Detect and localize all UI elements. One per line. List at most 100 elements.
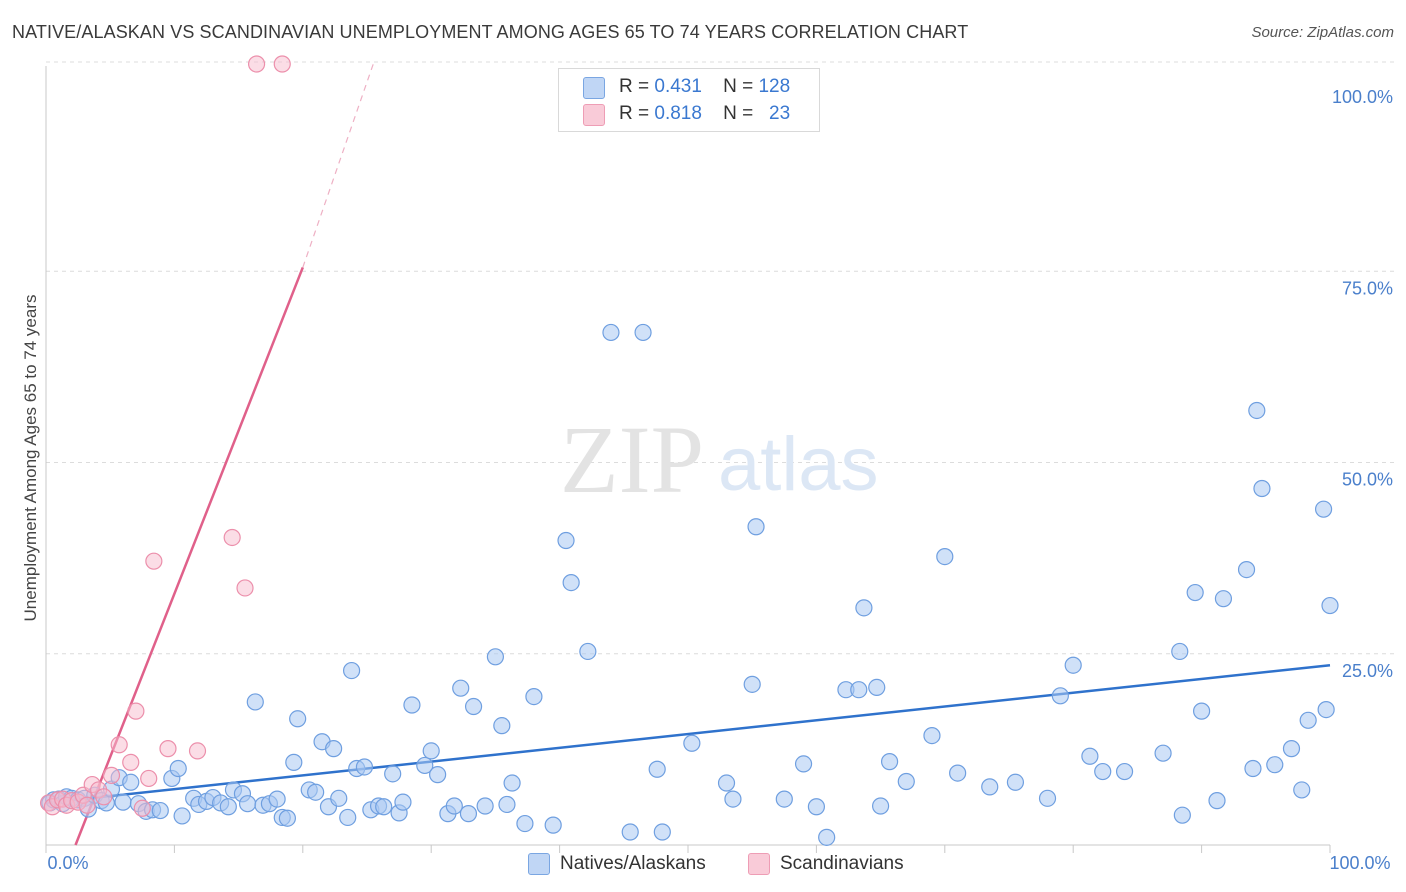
scandinavians-point bbox=[140, 769, 158, 788]
natives-point bbox=[219, 798, 237, 816]
x-tick-labels: 0.0% 100.0% bbox=[47, 853, 1390, 873]
natives-point bbox=[375, 798, 393, 816]
natives-point bbox=[403, 696, 421, 714]
natives-point bbox=[621, 823, 639, 841]
gridlines bbox=[46, 61, 1395, 655]
natives-point bbox=[544, 816, 562, 834]
natives-point bbox=[1208, 792, 1226, 810]
natives-point bbox=[897, 772, 915, 791]
natives-point bbox=[1237, 560, 1256, 579]
natives-point bbox=[818, 828, 836, 846]
natives-point bbox=[683, 734, 701, 752]
natives-point bbox=[1115, 762, 1134, 781]
natives-point bbox=[949, 764, 967, 782]
natives-point bbox=[747, 518, 765, 536]
natives-point bbox=[516, 814, 534, 833]
natives-point bbox=[503, 774, 521, 792]
natives-point bbox=[114, 793, 132, 811]
stats-legend: R = 0.431 N = 128 R = 0.818 N = 23 bbox=[558, 68, 820, 132]
scandinavians-r-value: 0.818 bbox=[654, 103, 702, 124]
natives-point bbox=[634, 323, 652, 342]
natives-point bbox=[1173, 806, 1191, 824]
natives-point bbox=[1314, 500, 1333, 518]
natives-point bbox=[1154, 744, 1172, 762]
source-label: Source: ZipAtlas.com bbox=[1251, 24, 1394, 41]
natives-point bbox=[422, 742, 440, 760]
natives-point bbox=[1006, 773, 1025, 791]
natives-point bbox=[653, 823, 671, 841]
scandinavians-point bbox=[78, 796, 96, 814]
natives-point bbox=[429, 766, 447, 784]
natives-point bbox=[936, 547, 954, 566]
natives-point bbox=[1192, 702, 1211, 720]
scandinavians-point bbox=[188, 742, 207, 760]
y-tick-label: 25.0% bbox=[1342, 661, 1393, 681]
scandinavians-n-label: N = bbox=[723, 103, 754, 124]
watermark-atlas: atlas bbox=[718, 422, 879, 507]
natives-point bbox=[1038, 789, 1057, 807]
natives-point bbox=[794, 755, 813, 773]
natives-point bbox=[602, 323, 620, 342]
scandinavians-point bbox=[223, 528, 241, 547]
natives-point bbox=[493, 717, 511, 735]
scandinavians-point bbox=[236, 579, 254, 597]
natives-point bbox=[355, 758, 374, 776]
watermark-zip: ZIP bbox=[560, 406, 704, 513]
natives-point bbox=[464, 697, 483, 716]
scandinavians-point bbox=[133, 799, 151, 817]
natives-point bbox=[1293, 781, 1311, 799]
natives-point bbox=[743, 675, 761, 693]
natives-point bbox=[307, 783, 325, 801]
natives-point bbox=[981, 778, 999, 796]
natives-point bbox=[278, 809, 296, 827]
scandinavians-points bbox=[39, 55, 291, 817]
natives-point bbox=[1214, 590, 1233, 608]
natives-point bbox=[498, 795, 516, 814]
natives-point bbox=[330, 789, 348, 807]
natives-point bbox=[1051, 687, 1069, 705]
natives-point bbox=[289, 710, 307, 728]
natives-point bbox=[579, 642, 597, 661]
natives-point bbox=[1266, 756, 1284, 774]
natives-point bbox=[1282, 740, 1301, 758]
natives-point bbox=[285, 753, 303, 771]
natives-point bbox=[868, 678, 886, 697]
scandinavians-point bbox=[102, 766, 121, 784]
natives-point bbox=[717, 774, 736, 792]
natives-legend-label: Natives/Alaskans bbox=[560, 853, 706, 874]
natives-point bbox=[486, 648, 504, 666]
scandinavians-trend-extension bbox=[302, 63, 374, 268]
natives-point bbox=[1064, 656, 1082, 674]
natives-point bbox=[1253, 479, 1271, 498]
natives-point bbox=[325, 740, 343, 758]
scandinavians-r-label: R = bbox=[619, 103, 650, 124]
natives-n-label: N = bbox=[723, 76, 754, 97]
natives-point bbox=[871, 797, 890, 815]
axes bbox=[45, 66, 1331, 853]
y-tick-label: 100.0% bbox=[1332, 87, 1393, 107]
y-axis-title: Unemployment Among Ages 65 to 74 years bbox=[21, 295, 40, 622]
scandinavians-point bbox=[159, 740, 177, 758]
scandinavians-swatch bbox=[583, 104, 605, 126]
watermark: ZIP atlas bbox=[560, 406, 879, 513]
natives-point bbox=[1299, 711, 1317, 729]
natives-point bbox=[169, 759, 187, 778]
scandinavians-point bbox=[127, 702, 145, 720]
scandinavians-point bbox=[247, 55, 266, 73]
natives-point bbox=[1244, 759, 1262, 778]
natives-point bbox=[339, 808, 357, 827]
natives-point bbox=[880, 753, 899, 771]
natives-swatch bbox=[583, 77, 605, 99]
scandinavians-point bbox=[273, 55, 291, 73]
natives-point bbox=[1081, 747, 1099, 765]
natives-point bbox=[1094, 762, 1112, 781]
natives-trend-line bbox=[45, 663, 1331, 805]
natives-point bbox=[445, 797, 463, 815]
natives-point bbox=[775, 790, 793, 808]
natives-points bbox=[41, 323, 1339, 846]
natives-n-value: 128 bbox=[758, 76, 791, 97]
natives-point bbox=[151, 801, 169, 820]
natives-point bbox=[557, 531, 575, 550]
x-tick-label: 0.0% bbox=[47, 853, 88, 873]
